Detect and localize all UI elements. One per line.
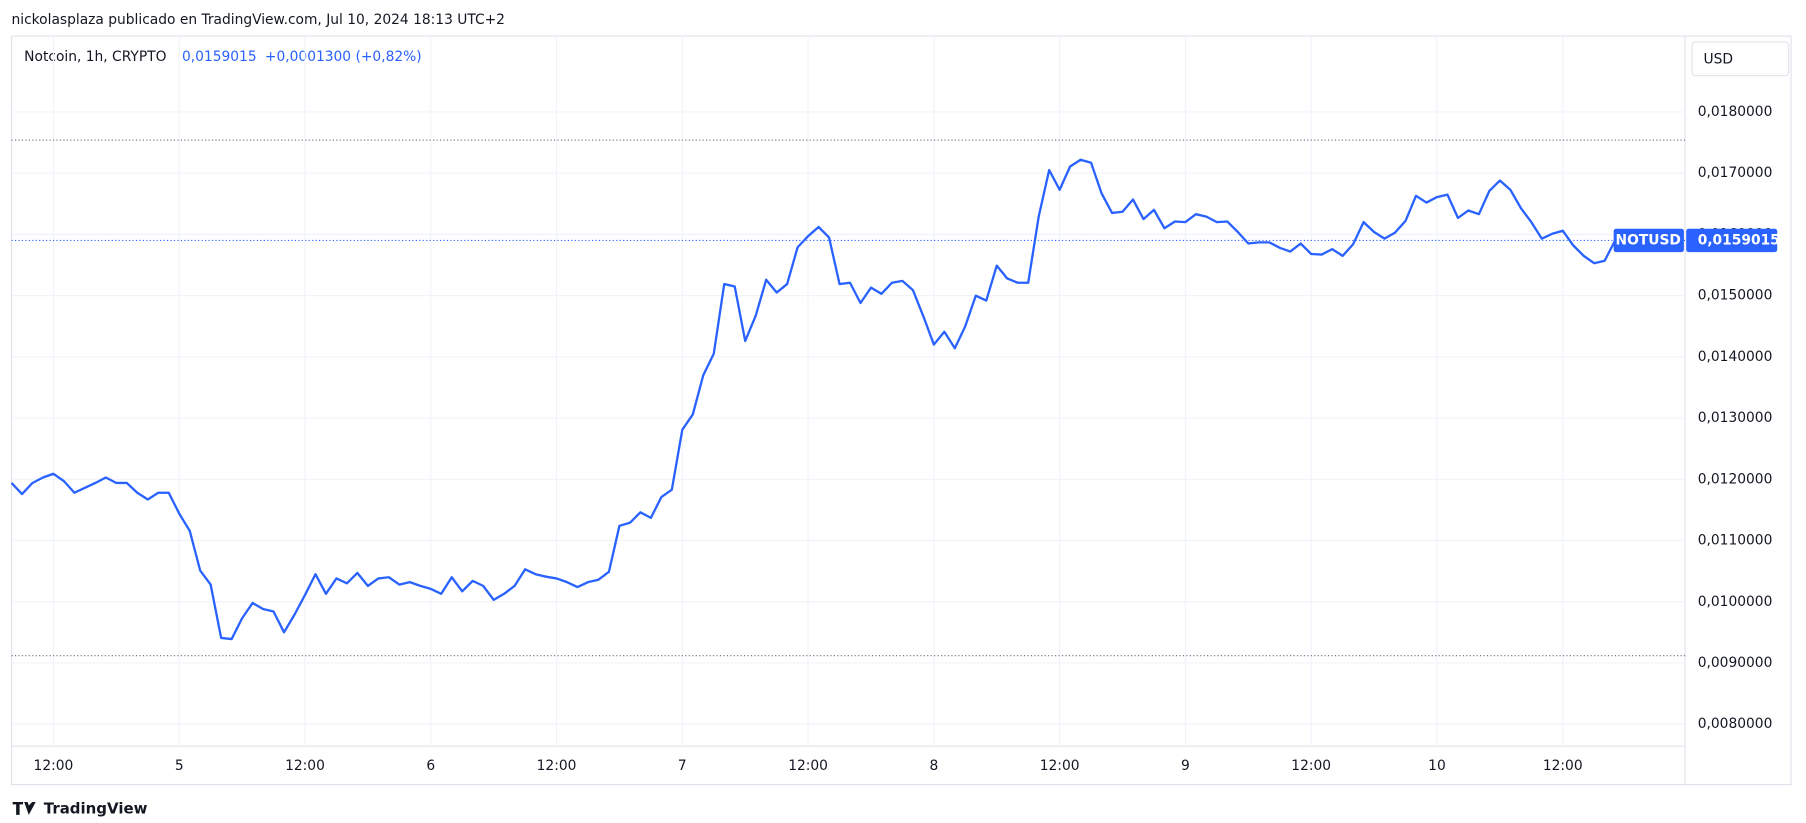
y-tick-label: 0,0150000: [1698, 288, 1773, 304]
y-tick-label: 0,0170000: [1698, 165, 1773, 181]
currency[interactable]: USD: [1703, 51, 1732, 67]
y-tick-label: 0,0120000: [1698, 471, 1773, 487]
y-tick-label: 0,0100000: [1698, 594, 1773, 610]
brand-logo: [12, 802, 36, 815]
change: +0,0001300 (+0,82%): [265, 49, 422, 65]
plot: 0,0080000 0,0090000 0,0100000 0,0110000 0,01…: [10, 36, 1780, 774]
currency-button[interactable]: [1691, 41, 1790, 77]
x-tick-label: 12:00: [788, 758, 828, 774]
y-tick-label: 0,0080000: [1698, 716, 1773, 732]
y-tick-label: 0,0140000: [1698, 349, 1773, 365]
y-tick-label: 0,0110000: [1698, 532, 1773, 548]
x-tick-label: 9: [1181, 758, 1190, 774]
y-tick-label: 0,0090000: [1698, 655, 1773, 671]
price-line: [10, 158, 1617, 641]
x-tick-label: 12:00: [285, 758, 325, 774]
price-tag-label: 0,0159015: [1698, 232, 1780, 248]
x-tick-label: 7: [678, 758, 687, 774]
symbol: Notcoin, 1h, CRYPTO: [24, 49, 166, 65]
price: 0,0159015: [182, 49, 257, 65]
attribution: nickolasplaza publicado en TradingView.c…: [12, 12, 505, 28]
x-tick-label: 12:00: [34, 758, 74, 774]
y-tick-label: 0,0180000: [1698, 104, 1773, 120]
y-tick-label: 0,0130000: [1698, 410, 1773, 426]
ticker-tag: [1613, 228, 1684, 253]
x-tick-label: 6: [426, 758, 435, 774]
x-tick-label: 5: [175, 758, 184, 774]
x-tick-label: 12:00: [1291, 758, 1331, 774]
frame: [10, 35, 1792, 786]
price-tag: [1686, 228, 1778, 253]
ticker-label: NOTUSD: [1616, 232, 1681, 248]
x-tick-label: 10: [1428, 758, 1446, 774]
x-tick-label: 12:00: [1040, 758, 1080, 774]
x-tick-label: 8: [929, 758, 938, 774]
x-tick-label: 12:00: [537, 758, 577, 774]
x-tick-label: 12:00: [1543, 758, 1583, 774]
brand: TradingView: [44, 799, 148, 817]
